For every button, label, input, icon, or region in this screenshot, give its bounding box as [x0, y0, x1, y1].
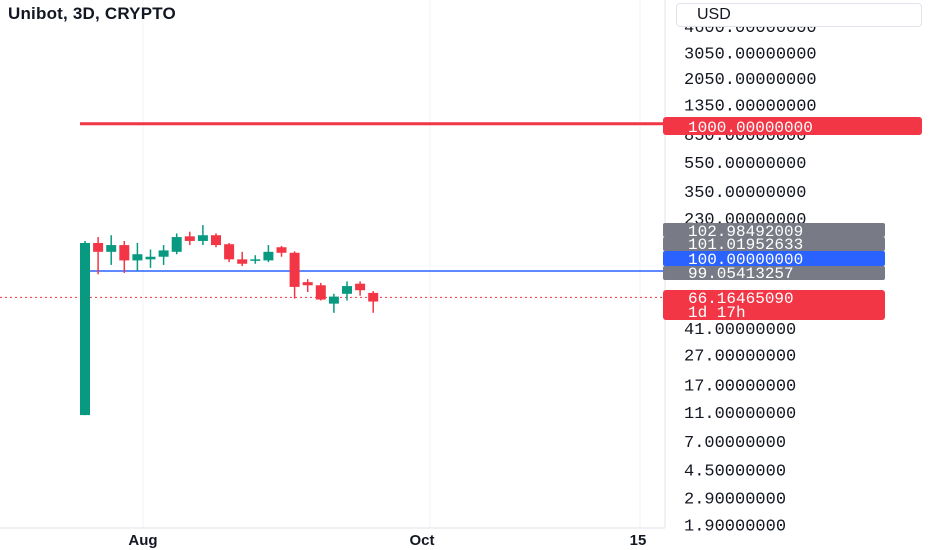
time-label-aug: Aug	[128, 532, 157, 549]
candle	[289, 251, 300, 299]
chart-title: Unibot, 3D, CRYPTO	[8, 4, 176, 23]
horizontal-lines[interactable]	[0, 122, 663, 298]
candle-body	[355, 283, 366, 291]
grid	[142, 0, 641, 528]
candle	[328, 293, 339, 313]
candle-body	[119, 245, 130, 261]
tag-text-99: 99.05413257	[688, 265, 794, 283]
candle	[250, 255, 261, 264]
tag-text-102: 102.98492009	[688, 223, 803, 241]
candle	[224, 242, 235, 263]
candle-body	[328, 296, 339, 304]
price-tick-label: 7.00000000	[684, 434, 786, 453]
price-axis: 4600.000000003050.000000002050.000000001…	[684, 19, 817, 536]
tag-bg-current	[663, 290, 885, 320]
candle-body	[211, 235, 221, 246]
price-tick-label: 41.00000000	[684, 321, 796, 340]
candle-body	[315, 285, 326, 300]
price-tags: 1000.00000000 102.98492009 101.01952633 …	[663, 117, 922, 322]
candle	[80, 240, 90, 416]
price-tick-label: 350.00000000	[684, 184, 806, 203]
price-tick-label: 4.50000000	[684, 462, 786, 481]
candle-body	[224, 244, 235, 260]
candle-body	[132, 254, 143, 261]
candle	[263, 245, 274, 263]
tag-text-current: 66.16465090	[688, 290, 794, 308]
candle-body	[250, 259, 261, 261]
price-tick-label: 2050.00000000	[684, 71, 817, 90]
tag-bg-101	[663, 237, 885, 251]
candle	[355, 281, 366, 296]
candle-body	[263, 251, 274, 261]
price-tick-label: 550.00000000	[684, 155, 806, 174]
price-tick-label: 17.00000000	[684, 377, 796, 396]
candle-body	[289, 252, 300, 287]
candle-body	[197, 235, 208, 241]
candle-body	[80, 242, 90, 416]
candle-body	[276, 247, 287, 253]
price-tick-label: 1.90000000	[684, 517, 786, 536]
candle-body	[145, 256, 156, 260]
price-tick-label: 2.90000000	[684, 490, 786, 509]
candle	[93, 237, 104, 275]
candle-body	[342, 286, 352, 294]
candle	[106, 235, 117, 265]
candle	[119, 240, 130, 273]
currency-selector[interactable]: USD	[676, 3, 922, 27]
candle-body	[106, 245, 117, 252]
price-tick-label: 27.00000000	[684, 348, 796, 367]
candle-body	[171, 237, 182, 252]
candle-body	[237, 259, 248, 264]
candle	[158, 245, 169, 265]
price-tick-label: 11.00000000	[684, 405, 796, 424]
tag-text-101: 101.01952633	[688, 236, 803, 254]
tag-text-countdown: 1d 17h	[688, 304, 746, 322]
candle	[315, 282, 326, 301]
candle	[171, 233, 182, 255]
candle	[237, 251, 248, 267]
tag-bg-99	[663, 266, 885, 280]
currency-label: USD	[697, 6, 731, 23]
candle	[276, 245, 287, 257]
candle	[211, 233, 221, 248]
candle	[132, 242, 143, 271]
tag-text-1000: 1000.00000000	[688, 119, 813, 137]
candle	[342, 281, 352, 301]
candle	[145, 249, 156, 268]
price-tick-label: 3050.00000000	[684, 46, 817, 65]
tag-bg-100	[663, 251, 885, 266]
candle-body	[184, 236, 195, 241]
candles	[80, 225, 379, 416]
candle-body	[368, 292, 379, 302]
candle-body	[302, 282, 313, 286]
candle	[197, 225, 208, 246]
time-axis: Aug Oct 15	[128, 532, 646, 549]
candle	[184, 231, 195, 246]
candle-body	[158, 250, 169, 257]
price-tick-label: 1350.00000000	[684, 98, 817, 117]
time-label-15: 15	[630, 532, 647, 549]
candle-body	[93, 242, 104, 252]
candle	[368, 291, 379, 313]
tag-bg-102	[663, 223, 885, 237]
tag-bg-1000	[663, 117, 922, 135]
tag-text-100: 100.00000000	[688, 251, 803, 269]
time-label-oct: Oct	[409, 532, 434, 549]
candle	[302, 279, 313, 293]
